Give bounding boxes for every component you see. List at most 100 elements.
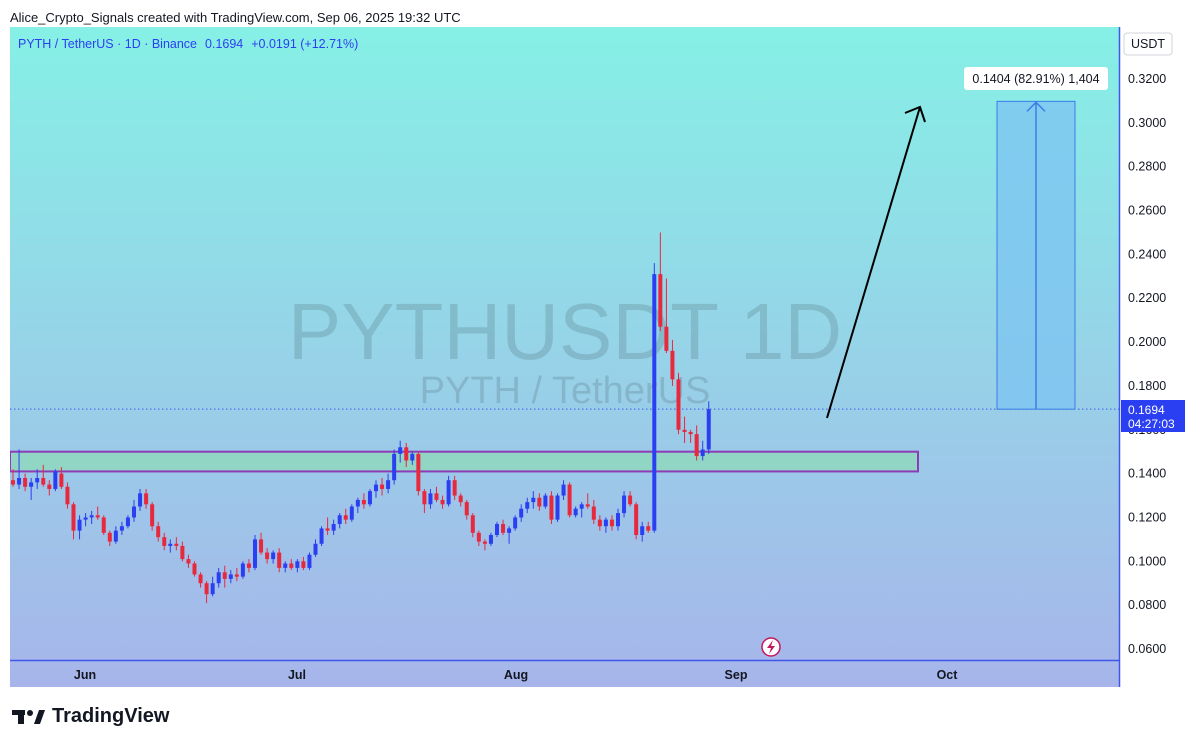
candle-up <box>374 484 378 492</box>
candle-down <box>476 532 481 542</box>
candle-down <box>204 583 209 595</box>
candle-up <box>216 572 221 584</box>
candle-down <box>380 484 385 489</box>
candle-down <box>234 574 239 577</box>
candle-down <box>361 499 366 505</box>
candle-down <box>482 541 487 544</box>
candle-up <box>392 453 397 481</box>
candle-down <box>670 350 675 380</box>
chart-pane[interactable]: PYTHUSDT 1D PYTH / TetherUS PYTH / Tethe… <box>10 27 1190 687</box>
candle-down <box>646 526 651 531</box>
candle-down <box>688 431 693 435</box>
candle-down <box>464 502 469 516</box>
price-tick-label: 0.2000 <box>1128 335 1166 349</box>
candle-up <box>386 480 391 489</box>
candle-up <box>253 539 257 568</box>
price-change-text: +0.0191 (+12.71%) <box>251 37 358 51</box>
candle-up <box>507 528 512 533</box>
lightning-event-icon[interactable] <box>761 637 781 657</box>
measure-label: 0.1404 (82.91%) 1,404 <box>964 67 1108 90</box>
candle-up <box>706 409 711 450</box>
candle-up <box>35 478 40 483</box>
countdown-value: 04:27:03 <box>1128 417 1175 431</box>
price-tick-label: 0.1800 <box>1128 379 1166 393</box>
measure-label-box <box>964 67 1108 90</box>
candle-down <box>59 473 64 487</box>
candle-down <box>440 499 445 505</box>
candle-up <box>495 524 499 535</box>
time-tick-label: Jul <box>288 668 306 682</box>
candle-up <box>283 563 288 568</box>
chart-canvas[interactable]: PYTHUSDT 1D PYTH / TetherUS PYTH / Tethe… <box>10 27 1190 687</box>
support-zone[interactable] <box>10 450 919 473</box>
candle-down <box>537 497 542 507</box>
candle-up <box>331 524 336 531</box>
candle-down <box>676 379 681 430</box>
candle-down <box>259 539 264 553</box>
candle-down <box>416 453 421 492</box>
time-tick-label: Oct <box>937 668 959 682</box>
price-axis[interactable]: USDT 0.3200 0.3000 0.2800 0.2600 0.2400 0.220… <box>1123 32 1173 656</box>
candle-up <box>525 502 530 509</box>
candle-up <box>603 519 608 527</box>
candle-down <box>186 559 191 564</box>
candle-down <box>458 495 463 503</box>
candle-down <box>634 504 639 535</box>
candle-up <box>17 478 22 485</box>
price-tick-label: 0.0800 <box>1128 598 1166 612</box>
candle-up <box>83 517 88 520</box>
candle-up <box>29 482 34 487</box>
candle-down <box>470 515 475 533</box>
candle-down <box>694 434 699 457</box>
price-tick-label: 0.1000 <box>1128 554 1166 568</box>
candle-down <box>434 493 439 500</box>
candle-up <box>622 495 627 514</box>
watermark-main: PYTHUSDT 1D <box>288 287 842 376</box>
watermark-sub: PYTH / TetherUS <box>420 370 711 412</box>
candle-up <box>652 274 657 531</box>
candle-down <box>301 561 306 568</box>
candle-down <box>156 526 161 538</box>
candle-down <box>71 504 76 531</box>
candle-down <box>549 495 554 520</box>
tradingview-logo-icon <box>12 709 45 724</box>
candlestick-series <box>11 232 711 603</box>
candle-down <box>144 493 149 505</box>
candle-down <box>150 504 155 527</box>
candle-up <box>700 449 705 457</box>
candle-up <box>113 530 118 542</box>
candle-down <box>501 524 506 533</box>
price-tick-label: 0.2600 <box>1128 204 1166 218</box>
candle-up <box>337 515 342 525</box>
candle-up <box>640 526 645 535</box>
time-tick-label: Jun <box>74 668 96 682</box>
price-tick-label: 0.0600 <box>1128 642 1166 656</box>
candle-up <box>138 493 143 507</box>
current-price-text: 0.1694 <box>205 37 243 51</box>
candle-up <box>573 508 578 516</box>
tradingview-logo[interactable]: TradingView <box>12 705 169 728</box>
last-price-tag-bg <box>1121 400 1185 432</box>
candle-down <box>41 478 46 485</box>
candle-down <box>180 545 185 560</box>
candle-down <box>404 447 409 461</box>
candle-down <box>422 491 427 505</box>
price-tick-label: 0.3200 <box>1128 72 1166 86</box>
candle-down <box>597 519 602 527</box>
time-axis[interactable]: Jun Jul Aug Sep Oct <box>74 668 958 682</box>
candle-up <box>77 519 82 531</box>
symbol-text: PYTH / TetherUS · 1D · Binance <box>18 37 197 51</box>
candle-up <box>53 471 58 489</box>
time-tick-label: Aug <box>504 668 528 682</box>
candle-up <box>367 491 372 505</box>
attribution-text: Alice_Crypto_Signals created with Tradin… <box>10 10 461 25</box>
candle-up <box>446 480 451 505</box>
target-arrowhead <box>1026 101 1046 112</box>
projection-arrow-line[interactable] <box>826 106 921 419</box>
last-price-tag: 0.1694 04:27:03 <box>1121 400 1185 432</box>
measure-label-text: 0.1404 (82.91%) 1,404 <box>972 72 1099 86</box>
candle-down <box>162 537 167 546</box>
candle-down <box>11 480 15 485</box>
candle-up <box>616 513 620 527</box>
currency-box[interactable] <box>1123 32 1173 56</box>
